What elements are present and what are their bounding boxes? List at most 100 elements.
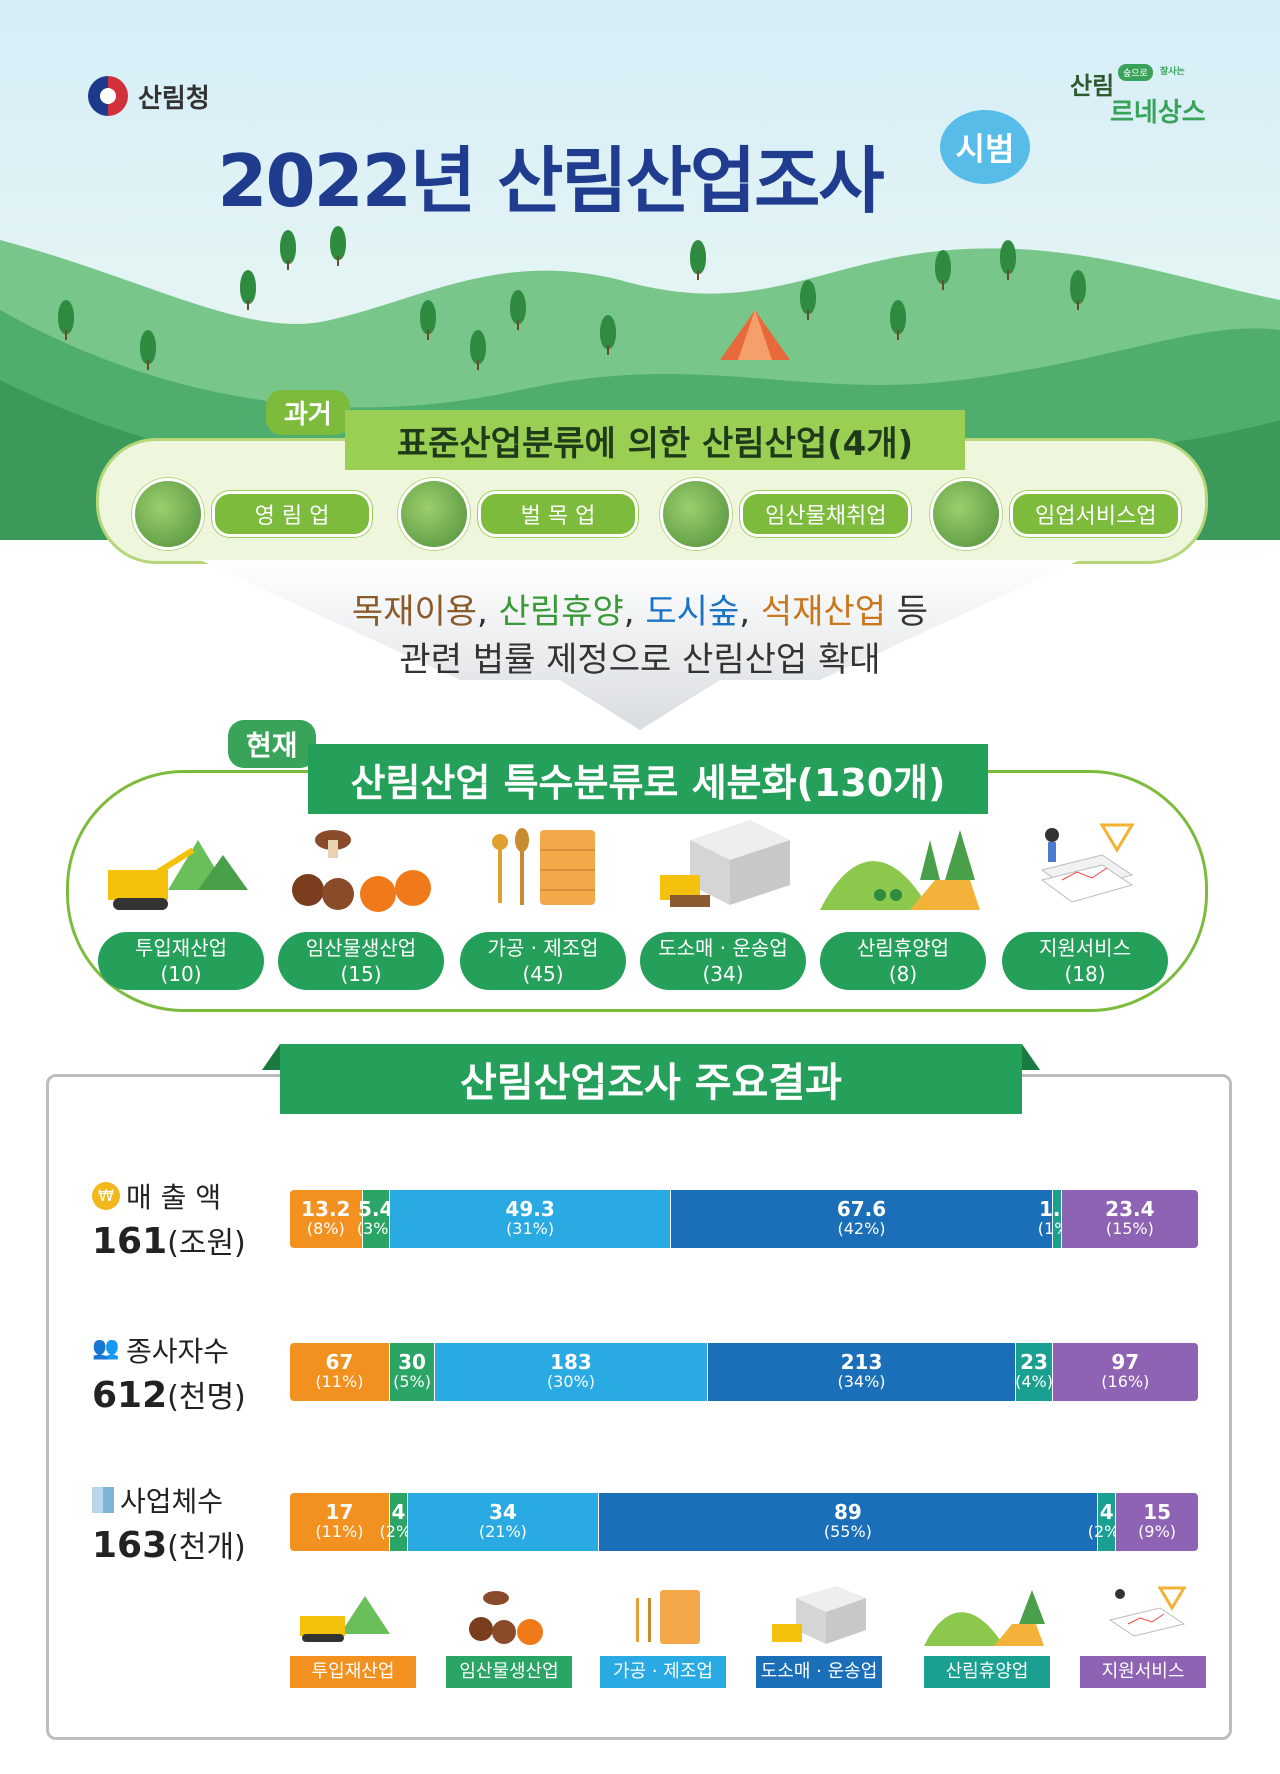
tree-icon [140,330,156,370]
category-count: (45) [522,962,564,986]
legend-label: 산림휴양업 [924,1656,1050,1688]
segment-value: 15 [1143,1500,1172,1524]
tree-icon [690,240,706,280]
bar-segment: 67.6 (42%) [671,1190,1053,1248]
segment-value: 183 [550,1350,592,1374]
category-card: 가공 · 제조업 (45) [460,820,626,990]
category-pill: 산림휴양업 (8) [820,932,986,990]
expansion-text: 목재이용, 산림휴양, 도시숲, 석재산업 등 관련 법률 제정으로 산림산업 … [0,588,1280,684]
bar-segment: 1.9 (1%) [1038,1190,1076,1248]
segment-percent: (8%) [306,1219,345,1238]
chestnut-persimmon-icon [278,820,444,920]
category-count: (8) [888,962,918,986]
bar-segment: 67 (11%) [290,1343,390,1401]
category-pill: 가공 · 제조업 (45) [460,932,626,990]
forestry-planting-icon [132,478,204,550]
segment-percent: (16%) [1101,1372,1150,1391]
category-pill: 지원서비스 (18) [1002,932,1168,990]
funnel-arrow [200,560,1080,730]
bar-segment: 30 (5%) [389,1343,436,1401]
category-pill: 임산물생산업 (15) [278,932,444,990]
segment-percent: (5%) [393,1372,431,1391]
past-item: 임산물채취업 [660,478,912,550]
past-item-label: 임업서비스업 [1010,491,1182,537]
category-name: 산림휴양업 [857,936,949,960]
documents-icon [1002,820,1168,920]
category-card: 투입재산업 (10) [98,820,264,990]
category-name: 도소매 · 운송업 [658,936,788,960]
camping-icon [924,1584,1050,1650]
past-item: 영 림 업 [132,478,372,550]
bar-segment: 23 (4%) [1015,1343,1053,1401]
bar-segment: 97 (16%) [1052,1343,1198,1401]
metric-total: 163 [92,1525,168,1566]
segment-value: 30 [398,1350,426,1374]
ribbon-fold [1022,1044,1040,1070]
category-count: (18) [1064,962,1106,986]
bar-segment: 89 (55%) [598,1493,1099,1551]
past-item: 임업서비스업 [930,478,1182,550]
workers-icon: 👥 [92,1336,120,1361]
segment-percent: (21%) [478,1522,527,1541]
segment-percent: (42%) [837,1219,886,1238]
segment-value: 49.3 [505,1197,555,1221]
forestry-service-icon [930,478,1002,550]
agency-name: 산림청 [138,83,210,114]
agency-logo: 산림청 [88,76,210,116]
tree-icon [935,250,951,290]
legend-item: 지원서비스 [1080,1584,1206,1688]
metric-revenue: ₩ 매 출 액 161(조원) [92,1176,272,1262]
tree-icon [470,330,486,370]
revenue-stacked-bar: 13.2 (8%) 5.4 (3%) 49.3 (31%) 67.6 (42%) 1.9 (1%)… [290,1190,1198,1248]
category-count: (15) [340,962,382,986]
segment-percent: (2%) [1087,1522,1126,1541]
bar-segment: 5.4 (3%) [357,1190,395,1248]
beehive-icon [600,1584,726,1650]
past-item-label: 임산물채취업 [740,491,912,537]
taegeuk-icon [88,76,128,116]
category-name: 지원서비스 [1039,936,1131,960]
category-name: 임산물생산업 [305,936,417,960]
present-title: 산림산업 특수분류로 세분화(130개) [308,744,988,814]
expansion-line2: 관련 법률 제정으로 산림산업 확대 [399,640,881,680]
chestnut-persimmon-icon [446,1584,572,1650]
metric-unit: (천개) [167,1530,246,1565]
tree-icon [330,226,346,266]
past-item-label: 영 림 업 [212,491,372,537]
category-pill: 투입재산업 (10) [98,932,264,990]
metric-unit: (천명) [167,1380,246,1415]
segment-value: 4 [391,1500,406,1524]
segment-percent: (3%) [356,1219,395,1238]
segment-value: 5.4 [358,1197,394,1221]
tree-icon [890,300,906,340]
legend-label: 투입재산업 [290,1656,416,1688]
tree-icon [800,280,816,320]
segment-percent: (11%) [315,1522,364,1541]
segment-value: 23 [1020,1350,1048,1374]
ribbon-fold [262,1044,280,1070]
buildings-icon [92,1487,114,1513]
legend-item: 임산물생산업 [446,1584,572,1688]
legend-label: 도소매 · 운송업 [756,1656,882,1688]
documents-icon [1080,1584,1206,1650]
tree-icon [280,230,296,270]
tree-icon [420,300,436,340]
legend-label: 지원서비스 [1080,1656,1206,1688]
bar-segment: 4 (2%) [380,1493,417,1551]
category-card: 도소매 · 운송업 (34) [640,820,806,990]
metric-total: 161 [92,1221,168,1262]
category-count: (34) [702,962,744,986]
camping-icon [820,820,986,920]
pilot-badge: 시범 [940,110,1030,184]
segment-percent: (15%) [1105,1219,1154,1238]
bar-segment: 49.3 (31%) [389,1190,672,1248]
tree-icon [240,270,256,310]
employees-stacked-bar: 67 (11%) 30 (5%) 183 (30%) 213 (34%) 23 (4%) 97 (16… [290,1343,1198,1401]
past-item: 벌 목 업 [398,478,638,550]
expansion-line1: 목재이용, 산림휴양, 도시숲, 석재산업 등 [351,592,929,632]
bar-segment: 13.2 (8%) [290,1190,363,1248]
bar-segment: 23.4 (15%) [1061,1190,1198,1248]
metric-label: 사업체수 [120,1485,224,1518]
beehive-icon [460,820,626,920]
warehouse-truck-icon [640,820,806,920]
